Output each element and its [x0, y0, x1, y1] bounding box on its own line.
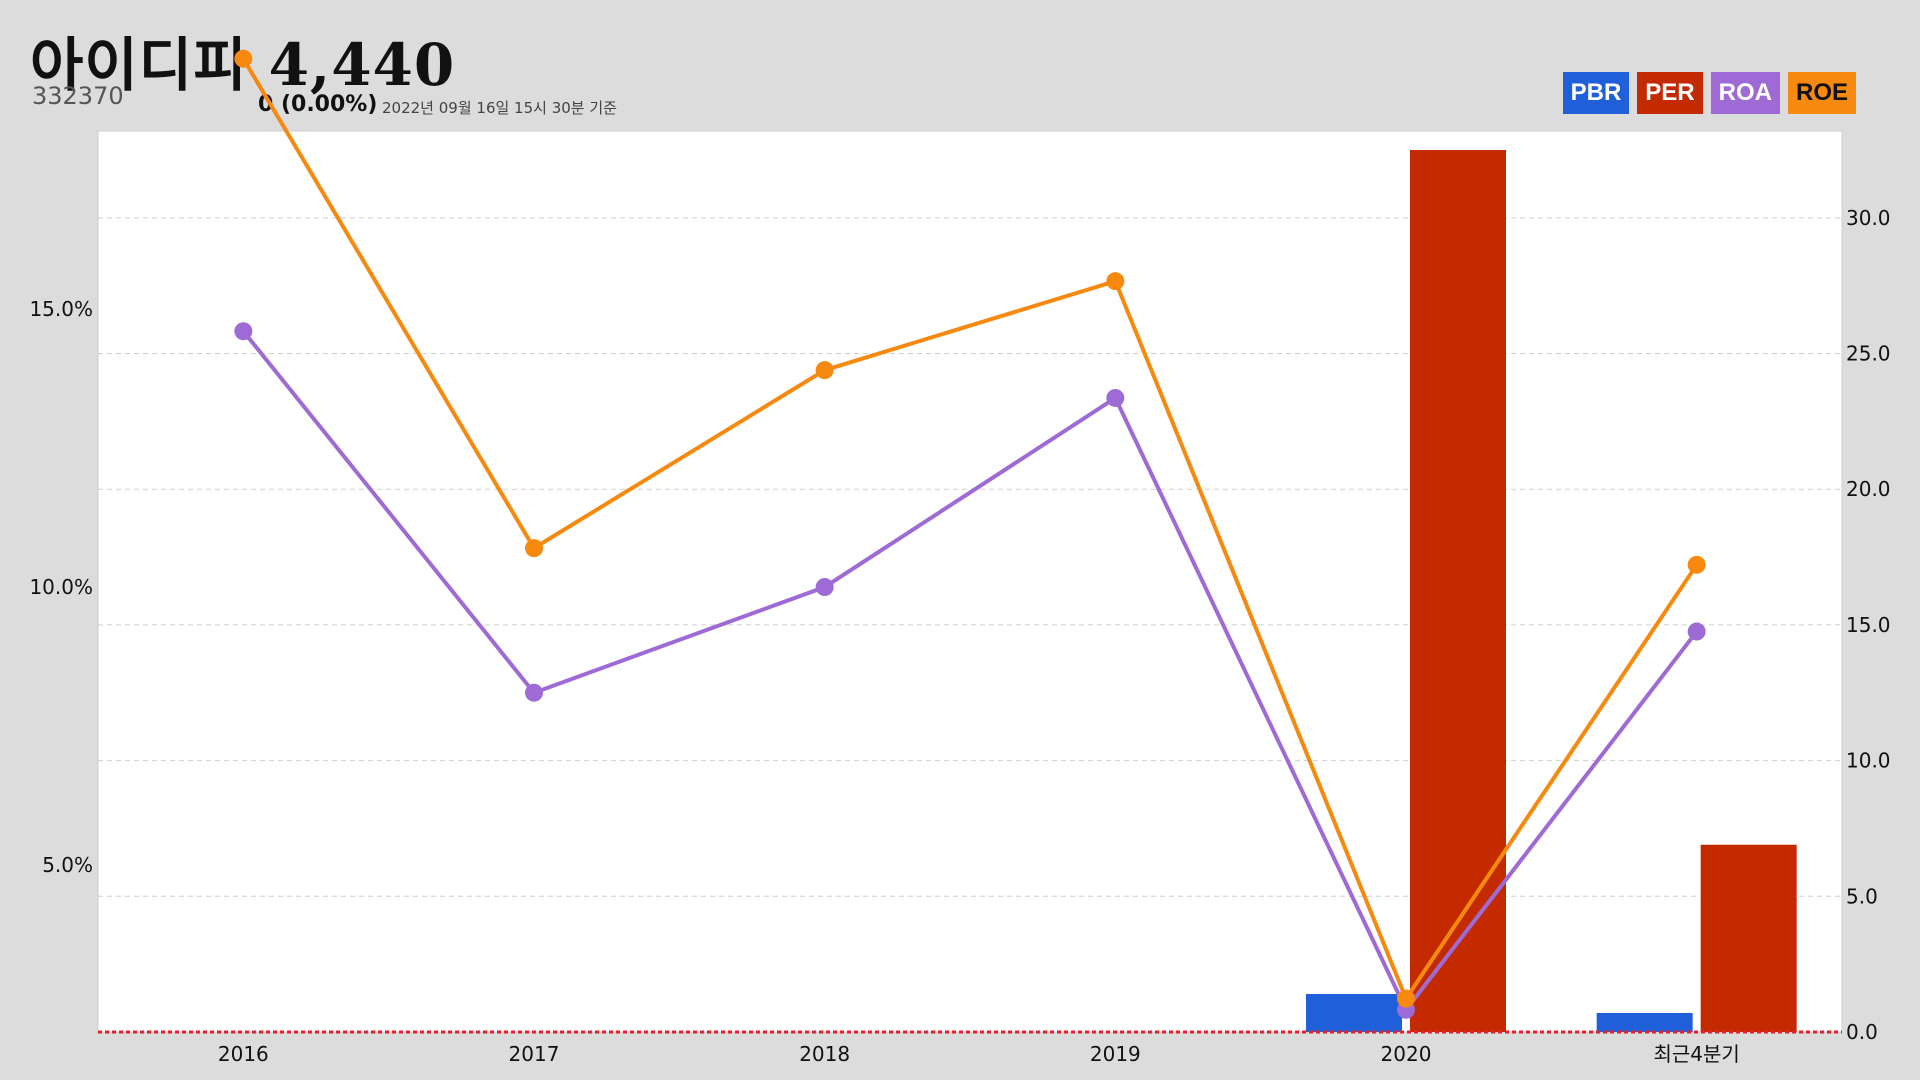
right-y-tick-label: 15.0 — [1846, 613, 1891, 637]
x-tick-label: 2016 — [218, 1042, 269, 1066]
point-roa — [1106, 388, 1125, 407]
plot-area — [97, 130, 1843, 1033]
x-tick-label: 2019 — [1090, 1042, 1141, 1066]
point-roa — [1687, 622, 1706, 641]
right-y-tick-label: 10.0 — [1846, 749, 1891, 773]
point-roe — [815, 361, 834, 380]
bar-per — [1410, 149, 1506, 1032]
as-of-timestamp: 2022년 09월 16일 15시 30분 기준 — [382, 99, 617, 117]
stock-code: 332370 — [32, 82, 124, 110]
bars-layer — [1306, 149, 1797, 1032]
x-tick-label: 2017 — [509, 1042, 560, 1066]
point-roe — [1397, 989, 1415, 1008]
x-tick-label: 최근4분기 — [1654, 1042, 1740, 1066]
point-roa — [815, 578, 834, 597]
bar-per — [1700, 844, 1797, 1032]
point-roa — [234, 322, 253, 341]
legend-roa: ROA — [1710, 72, 1780, 114]
price-change: 0 (0.00%) — [258, 92, 378, 117]
right-y-tick-label: 0.0 — [1846, 1020, 1878, 1044]
right-y-tick-label: 5.0 — [1846, 884, 1878, 908]
point-roe — [525, 539, 543, 558]
axes-layer: 2016 2017 2018 2019 2020 최근4분기 5.0% 10.0% 15.0% 0… — [29, 206, 1890, 1066]
bar-pbr — [1596, 1013, 1693, 1032]
stock-title: 아이디피 4,440 — [30, 18, 455, 102]
stock-price: 4,440 — [268, 31, 456, 99]
lines-layer — [234, 49, 1706, 1019]
x-tick-label: 2020 — [1381, 1042, 1432, 1066]
stock-name: 아이디피 — [30, 31, 248, 99]
gridlines — [98, 217, 1842, 897]
right-y-tick-label: 20.0 — [1846, 477, 1891, 501]
right-y-tick-label: 30.0 — [1846, 206, 1891, 230]
point-roe — [1687, 555, 1706, 574]
series-line-roa — [241, 329, 1699, 1012]
left-y-tick-label: 10.0% — [29, 575, 93, 599]
chart-legend: PBR PER ROA ROE — [1562, 72, 1856, 114]
point-roe — [234, 49, 253, 68]
legend-per: PER — [1637, 72, 1703, 114]
series-line-roe — [241, 57, 1699, 1001]
legend-pbr: PBR — [1562, 72, 1630, 114]
right-y-tick-label: 25.0 — [1846, 342, 1891, 366]
x-tick-label: 2018 — [799, 1042, 850, 1066]
point-roe — [1106, 272, 1125, 291]
bar-pbr — [1306, 994, 1402, 1032]
point-roa — [525, 683, 543, 702]
left-y-tick-label: 15.0% — [29, 297, 93, 321]
legend-roe: ROE — [1787, 72, 1856, 114]
left-y-tick-label: 5.0% — [42, 853, 93, 877]
